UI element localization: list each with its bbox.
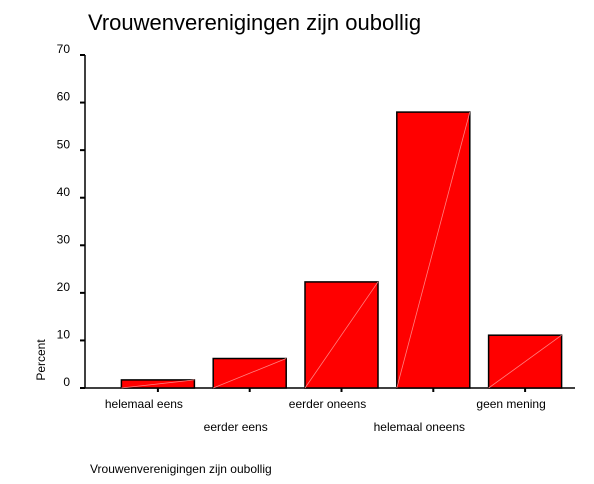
bar-highlight bbox=[213, 358, 287, 389]
x-tick-label: helemaal oneens bbox=[374, 420, 465, 434]
x-tick-label: eerder eens bbox=[204, 420, 268, 434]
y-tick-label: 10 bbox=[57, 328, 71, 342]
bar-highlight bbox=[304, 281, 379, 389]
y-tick-label: 30 bbox=[57, 232, 71, 246]
bar-highlight bbox=[488, 334, 562, 389]
y-tick-label: 40 bbox=[57, 185, 71, 199]
x-tick-label: geen mening bbox=[476, 397, 545, 411]
y-axis-label: Percent bbox=[34, 339, 48, 381]
x-tick-label: helemaal eens bbox=[105, 397, 183, 411]
x-tick-label: eerder oneens bbox=[289, 397, 366, 411]
bar-highlight bbox=[121, 379, 195, 389]
y-tick-label: 50 bbox=[57, 137, 71, 151]
x-axis-label: Vrouwenverenigingen zijn oubollig bbox=[90, 462, 272, 476]
y-tick-label: 20 bbox=[57, 280, 71, 294]
y-tick-label: 0 bbox=[63, 375, 70, 389]
y-tick-label: 60 bbox=[57, 90, 71, 104]
y-tick-label: 70 bbox=[57, 42, 71, 56]
chart-title: Vrouwenverenigingen zijn oubollig bbox=[88, 10, 421, 35]
bar-highlight bbox=[396, 111, 471, 389]
